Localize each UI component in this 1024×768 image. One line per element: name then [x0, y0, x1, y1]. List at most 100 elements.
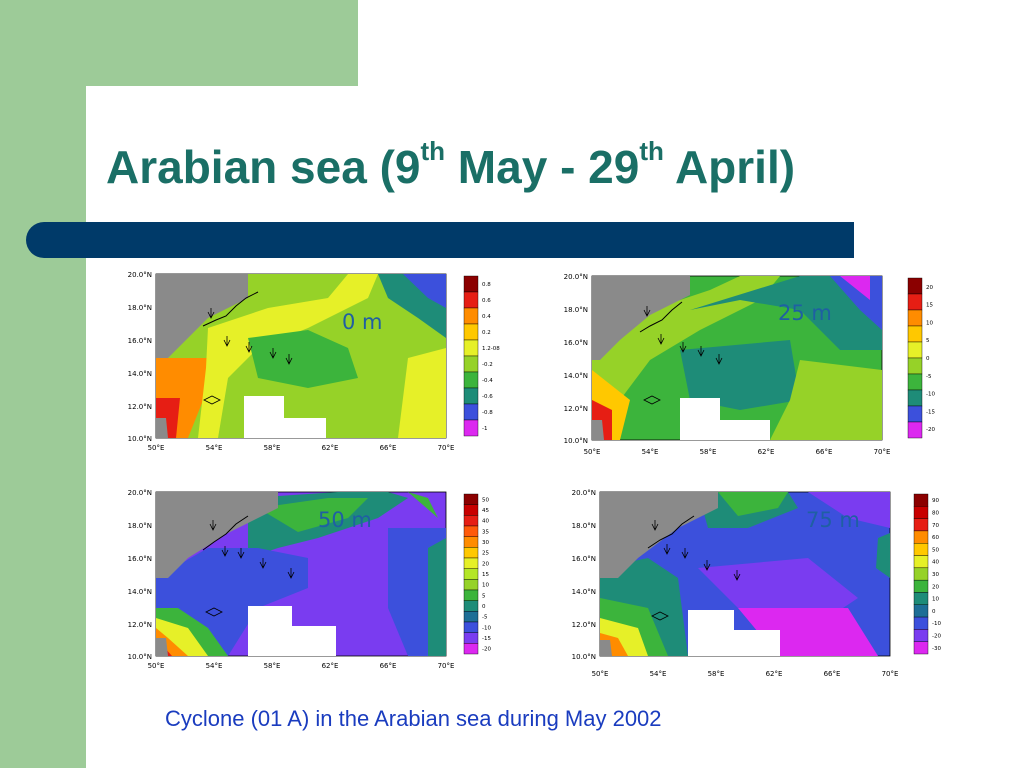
socotra-outline — [203, 395, 221, 405]
colorbar-label: -30 — [932, 646, 941, 652]
lon-axis: 50°E 54°E 58°E 62°E 66°E 70°E — [148, 444, 455, 452]
lon-tick: 62°E — [322, 444, 339, 452]
lat-axis: 20.0°N 18.0°N 16.0°N 14.0°N 12.0°N 10.0°… — [128, 271, 152, 443]
colorbar-label: 40 — [482, 519, 489, 525]
colorbar-swatch — [913, 567, 929, 581]
coastline — [639, 301, 683, 333]
map-panel-0m: 50°E 54°E 58°E 62°E 66°E 70°E 20.0°N 18.… — [108, 268, 508, 460]
colorbar-label: 25 — [482, 551, 489, 557]
lat-tick: 20.0°N — [128, 489, 152, 497]
colorbar-swatch — [907, 277, 923, 295]
colorbar-label: 0.2 — [482, 330, 491, 336]
slide-title: Arabian sea (9th May - 29th April) — [106, 136, 795, 194]
land-somalia — [156, 418, 168, 438]
title-underline-bar — [26, 222, 854, 258]
cyclone-track-icon — [207, 308, 293, 365]
left-decor-band — [0, 0, 86, 768]
colorbar-swatch — [913, 543, 929, 556]
field-blue — [403, 274, 446, 308]
depth-label-50m: 50 m — [318, 508, 372, 532]
colorbar-swatch — [463, 536, 479, 548]
colorbar-swatch — [463, 387, 479, 405]
lon-tick: 66°E — [816, 448, 833, 456]
colorbar-swatch — [913, 604, 929, 618]
lat-tick: 16.0°N — [128, 555, 152, 563]
colorbar-swatch — [463, 403, 479, 421]
colorbar-swatch — [463, 589, 479, 601]
colorbar-label: 5 — [482, 593, 486, 599]
colorbar-label: 40 — [932, 560, 939, 566]
lon-tick: 50°E — [584, 448, 601, 456]
colorbar-swatch — [463, 515, 479, 527]
land-arabia — [592, 276, 690, 360]
field-yellow — [198, 274, 378, 438]
colorbar-swatch — [913, 506, 929, 519]
colorbar-swatch — [463, 547, 479, 559]
colorbar-label: 15 — [926, 303, 933, 309]
lon-tick: 50°E — [592, 670, 609, 678]
field-darkgreen — [248, 330, 358, 388]
colorbar-label: 35 — [482, 529, 489, 535]
lon-tick: 70°E — [874, 448, 891, 456]
colorbar-label: -0.2 — [482, 362, 493, 368]
lat-tick: 20.0°N — [572, 489, 596, 497]
colorbar: 0.8 0.6 0.4 0.2 1.2-08 -0.2 -0.4 -0.6 -0.8 -1 — [463, 275, 500, 437]
land-mask — [680, 398, 770, 440]
map-panel-25m: 50°E 54°E 58°E 62°E 66°E 70°E 20.0°N 18.… — [540, 270, 950, 462]
colorbar-label: -5 — [926, 374, 932, 380]
lon-tick: 66°E — [824, 670, 841, 678]
lon-tick: 66°E — [380, 662, 397, 670]
lat-tick: 12.0°N — [564, 405, 588, 413]
lat-tick: 16.0°N — [128, 337, 152, 345]
cyclone-track-icon — [209, 520, 295, 579]
lon-axis: 50°E 54°E 58°E 62°E 66°E 70°E — [584, 448, 891, 456]
colorbar-swatch — [463, 504, 479, 516]
land-somalia — [600, 640, 612, 656]
colorbar-swatch — [463, 291, 479, 309]
colorbar-label: 0.4 — [482, 314, 491, 320]
field-magenta — [840, 276, 870, 300]
colorbar-label: 80 — [932, 510, 939, 516]
colorbar-label: 0 — [932, 609, 936, 615]
colorbar-label: 50 — [932, 547, 939, 553]
title-text-1: Arabian sea (9 — [106, 141, 421, 193]
lat-tick: 16.0°N — [572, 555, 596, 563]
depth-label-0m: 0 m — [342, 310, 383, 334]
colorbar-swatch — [913, 518, 929, 532]
colorbar-swatch — [913, 493, 929, 507]
field-teal-east — [428, 538, 446, 656]
colorbar-swatch — [913, 616, 929, 630]
lat-tick: 10.0°N — [128, 653, 152, 661]
land-somalia — [592, 420, 604, 440]
colorbar-label: -10 — [482, 625, 491, 631]
map-panel-75m-svg: 50°E 54°E 58°E 62°E 66°E 70°E 20.0°N 18.… — [572, 489, 942, 678]
field-yellow-east — [398, 348, 446, 438]
colorbar-swatch — [913, 530, 929, 544]
lon-tick: 58°E — [708, 670, 725, 678]
lon-tick: 70°E — [438, 444, 455, 452]
field-teal-center — [680, 340, 800, 410]
lon-axis: 50°E 54°E 58°E 62°E 66°E 70°E — [592, 670, 899, 678]
colorbar-swatch — [907, 341, 923, 359]
colorbar-swatch — [463, 611, 479, 623]
colorbar-label: 15 — [482, 572, 489, 578]
colorbar-swatch — [913, 579, 929, 593]
colorbar-swatch — [463, 493, 479, 505]
map-panel-50m: 50°E 54°E 58°E 62°E 66°E 70°E 20.0°N 18.… — [108, 488, 508, 680]
lat-axis: 20.0°N 18.0°N 16.0°N 14.0°N 12.0°N 10.0°… — [128, 489, 152, 661]
lat-tick: 12.0°N — [572, 621, 596, 629]
colorbar-swatch — [907, 325, 923, 343]
lon-tick: 54°E — [206, 444, 223, 452]
colorbar-swatch — [913, 629, 929, 642]
lon-tick: 54°E — [206, 662, 223, 670]
field-green-2 — [258, 498, 368, 532]
field-green — [718, 492, 788, 516]
lat-tick: 14.0°N — [564, 372, 588, 380]
depth-label-25m: 25 m — [778, 301, 832, 325]
lat-tick: 14.0°N — [572, 588, 596, 596]
colorbar-label: 5 — [926, 338, 930, 344]
lat-tick: 16.0°N — [564, 339, 588, 347]
colorbar-swatch — [463, 339, 479, 357]
cyclone-track-icon — [651, 520, 741, 581]
colorbar-swatch — [463, 557, 479, 569]
